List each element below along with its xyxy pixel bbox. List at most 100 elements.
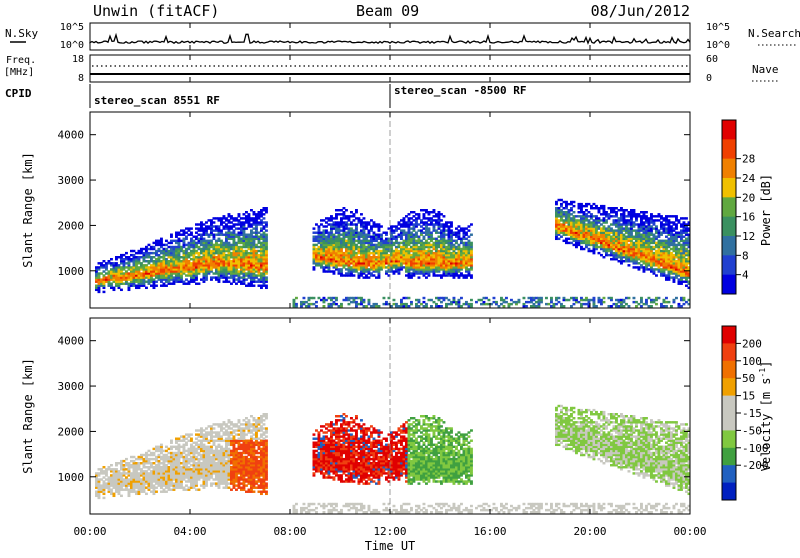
power-cell bbox=[668, 276, 671, 278]
power-cell bbox=[653, 215, 656, 217]
power-cell bbox=[580, 232, 583, 234]
power-cell bbox=[668, 246, 671, 248]
power-cell bbox=[563, 213, 566, 215]
power-cell bbox=[350, 262, 353, 264]
power-cell bbox=[360, 301, 363, 303]
power-cell bbox=[200, 278, 203, 280]
power-cell bbox=[623, 209, 626, 211]
power-cell bbox=[258, 281, 261, 283]
power-cell bbox=[565, 238, 568, 240]
power-cell bbox=[103, 291, 106, 293]
power-cell bbox=[443, 238, 446, 240]
power-cell bbox=[453, 246, 456, 248]
velocity-cell bbox=[103, 472, 106, 474]
power-cell bbox=[598, 246, 601, 248]
power-cell bbox=[255, 213, 258, 215]
power-cell bbox=[148, 276, 151, 278]
power-cell bbox=[338, 242, 341, 244]
power-cell bbox=[355, 232, 358, 234]
velocity-cell bbox=[150, 458, 153, 460]
power-cell bbox=[373, 244, 376, 246]
power-cell bbox=[233, 242, 236, 244]
power-cell bbox=[193, 256, 196, 258]
velocity-cell bbox=[153, 484, 156, 486]
power-cell bbox=[460, 297, 463, 299]
power-cell bbox=[578, 227, 581, 229]
power-cell bbox=[415, 303, 418, 305]
power-cell bbox=[450, 301, 453, 303]
power-cell bbox=[678, 242, 681, 244]
power-cell bbox=[638, 238, 641, 240]
power-cell bbox=[390, 227, 393, 229]
power-cell bbox=[465, 262, 468, 264]
power-cell bbox=[313, 266, 316, 268]
power-cell bbox=[203, 238, 206, 240]
power-cell bbox=[398, 221, 401, 223]
power-cell bbox=[338, 246, 341, 248]
power-cell bbox=[678, 221, 681, 223]
power-y-tick-label: 4000 bbox=[58, 129, 85, 142]
power-cell bbox=[113, 276, 116, 278]
power-cell bbox=[558, 232, 561, 234]
power-cell bbox=[243, 217, 246, 219]
power-cell bbox=[438, 274, 441, 276]
power-cell bbox=[595, 227, 598, 229]
power-cell bbox=[680, 232, 683, 234]
power-cell bbox=[348, 270, 351, 272]
power-cell bbox=[615, 242, 618, 244]
power-cell bbox=[385, 301, 388, 303]
power-cell bbox=[330, 305, 333, 307]
power-cell bbox=[475, 301, 478, 303]
power-cell bbox=[588, 211, 591, 213]
power-cell bbox=[608, 207, 611, 209]
power-cell bbox=[218, 244, 221, 246]
velocity-cell bbox=[155, 446, 158, 448]
velocity-cell bbox=[145, 472, 148, 474]
power-cell bbox=[300, 305, 303, 307]
power-cell bbox=[338, 270, 341, 272]
power-cell bbox=[105, 272, 108, 274]
power-cell bbox=[208, 219, 211, 221]
power-cell bbox=[635, 242, 638, 244]
power-cell bbox=[350, 227, 353, 229]
power-cell bbox=[628, 244, 631, 246]
velocity-cell bbox=[140, 462, 143, 464]
power-cell bbox=[463, 266, 466, 268]
velocity-cell bbox=[163, 472, 166, 474]
velocity-cell bbox=[100, 487, 103, 489]
power-cell bbox=[418, 223, 421, 225]
power-cell bbox=[653, 227, 656, 229]
power-cell bbox=[468, 303, 471, 305]
power-cell bbox=[448, 303, 451, 305]
power-cell bbox=[175, 252, 178, 254]
power-cell bbox=[323, 232, 326, 234]
power-cell bbox=[185, 232, 188, 234]
power-cell bbox=[630, 213, 633, 215]
power-cell bbox=[430, 238, 433, 240]
power-cell bbox=[133, 250, 136, 252]
power-cell bbox=[235, 283, 238, 285]
power-cell bbox=[375, 262, 378, 264]
power-cell bbox=[413, 246, 416, 248]
power-cell bbox=[423, 266, 426, 268]
power-cell bbox=[235, 262, 238, 264]
power-cell bbox=[248, 262, 251, 264]
velocity-cell bbox=[108, 482, 111, 484]
power-cell bbox=[583, 227, 586, 229]
power-cell bbox=[250, 238, 253, 240]
power-cell bbox=[148, 262, 151, 264]
velocity-cell bbox=[165, 450, 168, 452]
power-cell bbox=[358, 232, 361, 234]
power-cell bbox=[178, 256, 181, 258]
power-cell bbox=[143, 281, 146, 283]
power-cell bbox=[173, 281, 176, 283]
power-cell bbox=[588, 203, 591, 205]
power-cell bbox=[215, 217, 218, 219]
power-cell bbox=[570, 227, 573, 229]
power-cell bbox=[413, 227, 416, 229]
power-cell bbox=[145, 281, 148, 283]
power-cell bbox=[135, 262, 138, 264]
power-cell bbox=[265, 252, 268, 254]
power-cell bbox=[360, 232, 363, 234]
power-cell bbox=[428, 217, 431, 219]
